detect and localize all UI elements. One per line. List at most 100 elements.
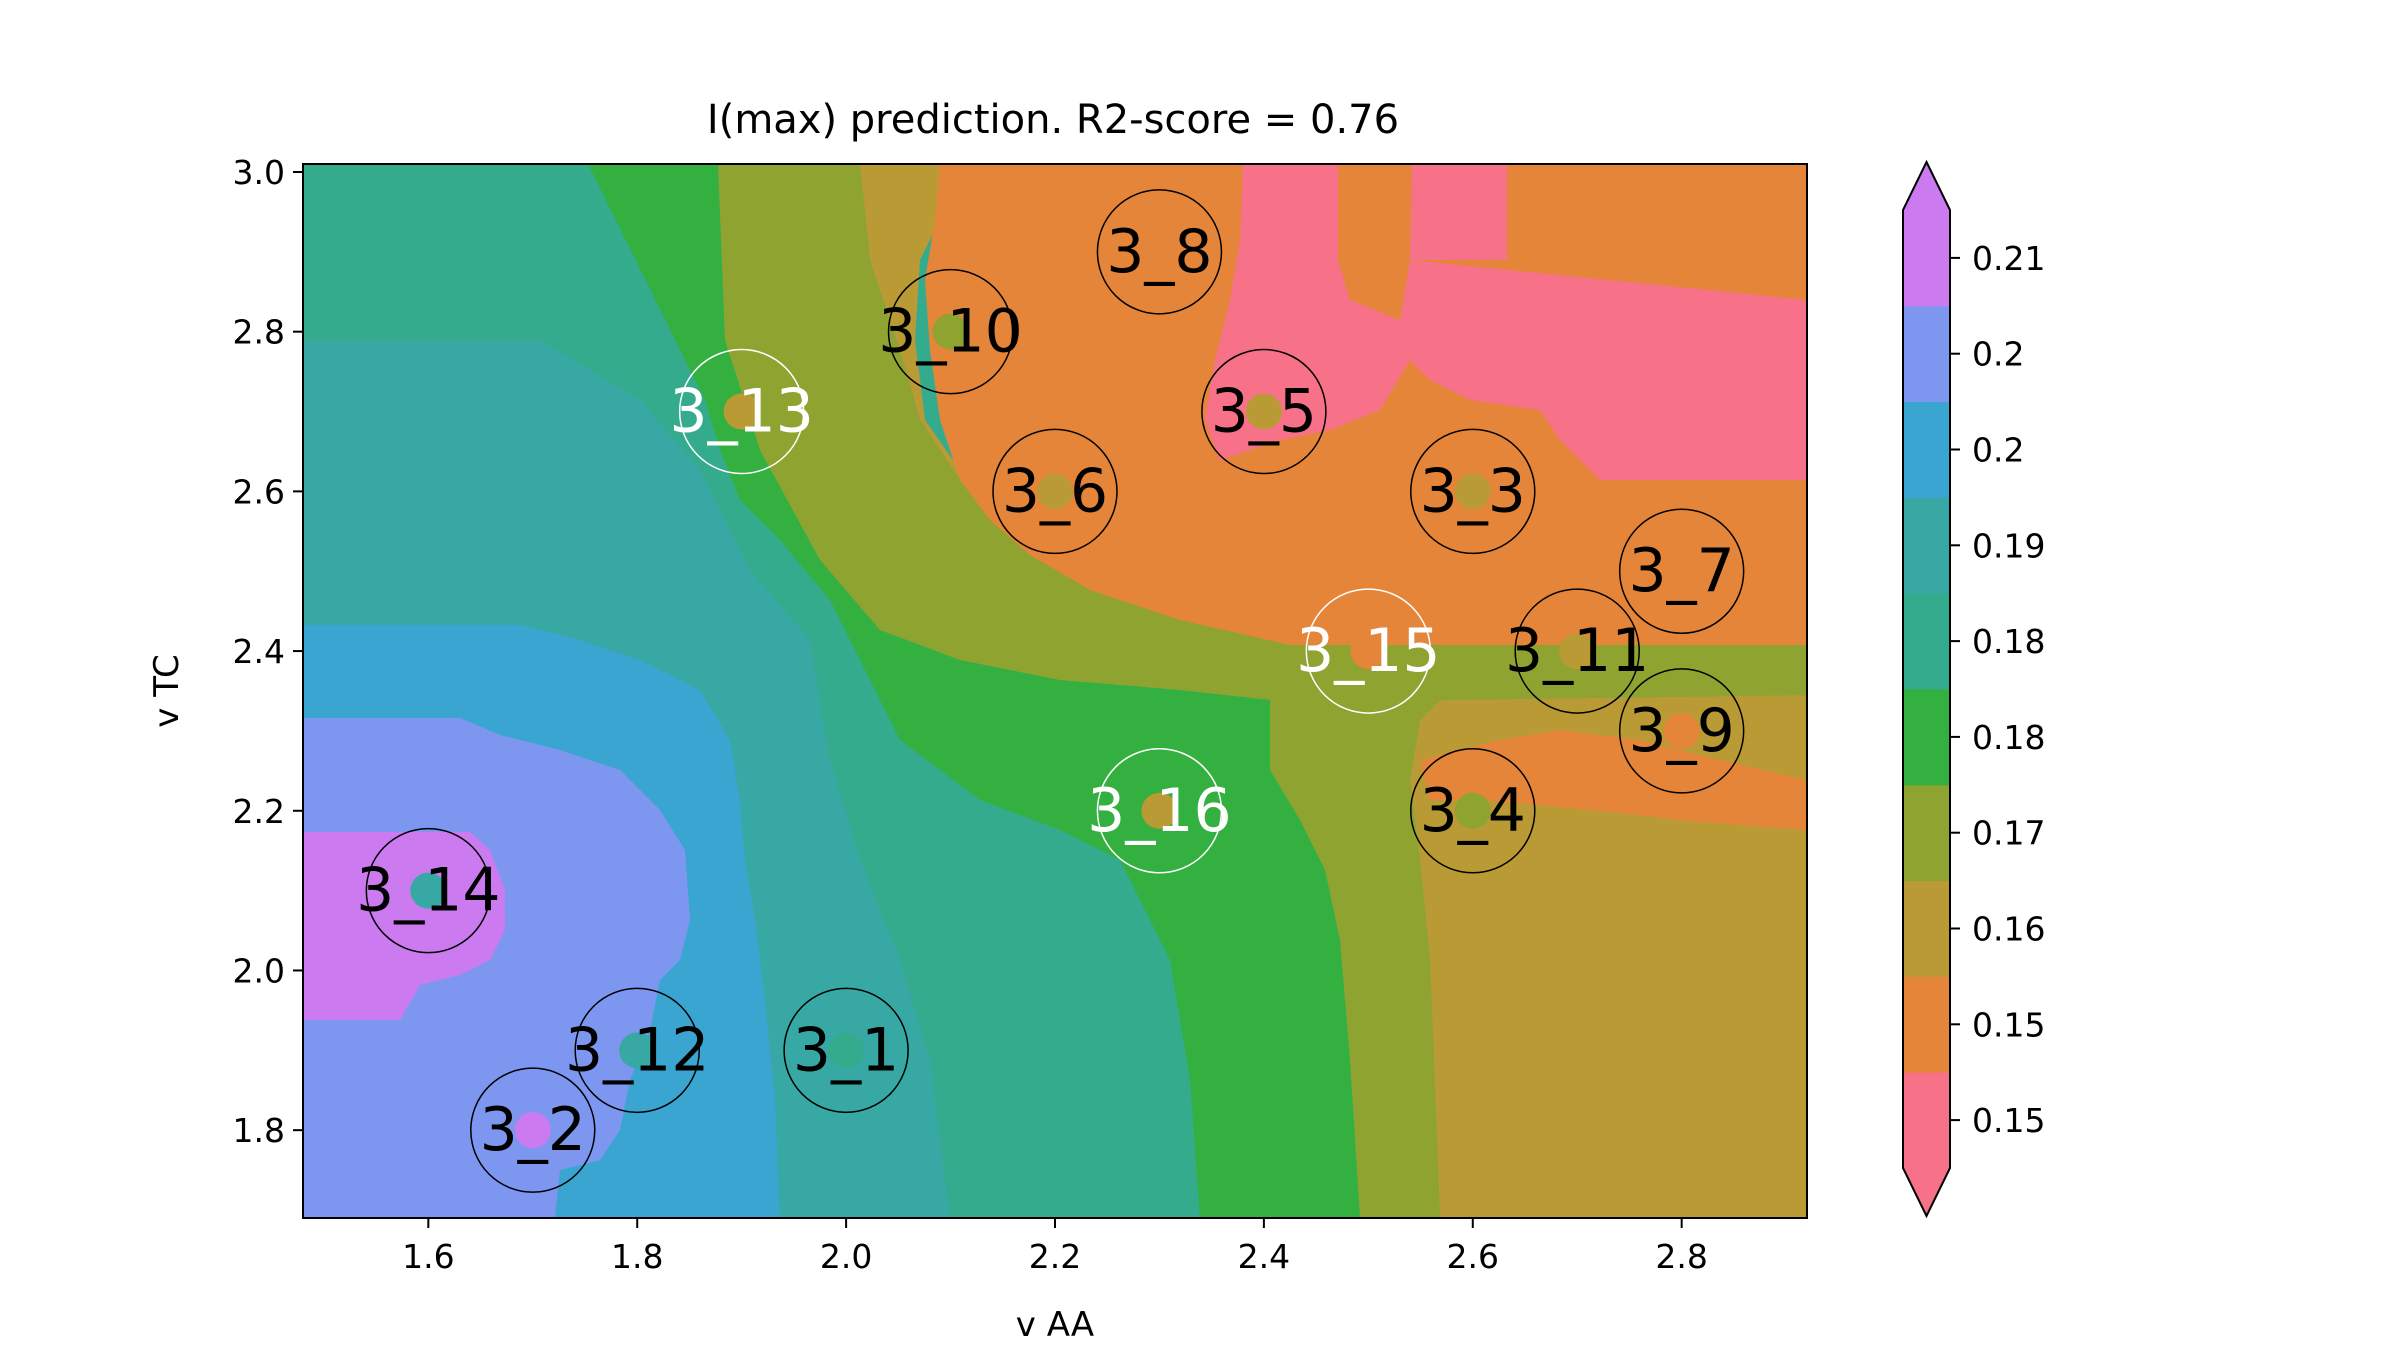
sample-point-label: 3_9	[1628, 696, 1734, 766]
sample-point	[1559, 633, 1596, 670]
x-axis-label: v AA	[1016, 1305, 1094, 1345]
y-tick-label: 2.2	[233, 792, 285, 831]
sample-point-label: 3_11	[1505, 616, 1650, 686]
y-axis-label: v TC	[147, 654, 187, 727]
chart-title: I(max) prediction. R2-score = 0.76	[707, 97, 1399, 143]
sample-point-ring	[365, 827, 492, 954]
sample-point	[1454, 792, 1491, 829]
sample-point-label: 3_3	[1420, 456, 1526, 526]
region-pink-right-2	[1400, 260, 1807, 480]
sample-point-ring	[574, 987, 700, 1114]
heatmap-area: 3_1 3_2 3_3 3_4 3_5 3_6 3_7 3_8 3_9 3_10 3_11 3_12 3…	[303, 164, 1807, 1218]
sample-point	[932, 313, 969, 350]
region-orange-right	[1420, 730, 1807, 830]
sample-point-label: 3_16	[1087, 776, 1232, 846]
sample-point-ring	[1618, 668, 1745, 794]
colorbar-segment	[1903, 401, 1950, 498]
sample-point	[1454, 473, 1491, 510]
sample-point-ring	[1618, 508, 1745, 634]
sample-point-label: 3_6	[1002, 456, 1108, 526]
sample-point-ring	[887, 268, 1014, 395]
colorbar-tick-label: 0.15	[1972, 1005, 2045, 1044]
y-tick-label: 2.8	[233, 313, 285, 352]
region-olive	[718, 164, 1807, 1218]
x-tick-label: 1.6	[402, 1237, 454, 1276]
sample-point-label: 3_2	[480, 1095, 586, 1165]
y-tick-label: 3.0	[233, 153, 285, 192]
sample-point-ring	[1410, 428, 1536, 555]
colorbar-segment	[1903, 305, 1950, 403]
x-ticks: 1.6 1.8 2.0 2.2 2.4 2.6 2.8	[402, 1218, 1708, 1276]
region-pink-right	[1410, 164, 1507, 260]
y-tick-label: 2.0	[233, 951, 285, 990]
sample-point-label: 3_5	[1211, 377, 1317, 447]
y-tick-label: 2.4	[233, 632, 285, 671]
colorbar-tick-label: 0.2	[1972, 335, 2024, 374]
sample-point-ring	[678, 348, 805, 475]
colorbar-tick-label: 0.2	[1972, 431, 2024, 470]
sample-point-ring	[1514, 588, 1640, 714]
colorbar-segment	[1903, 689, 1950, 786]
sample-point-label: 3_15	[1296, 616, 1441, 686]
sample-point-ring	[783, 987, 909, 1114]
sample-point	[1141, 792, 1178, 829]
x-tick-label: 1.8	[611, 1237, 663, 1276]
y-tick-label: 1.8	[233, 1111, 285, 1150]
region-tan	[860, 164, 1807, 1218]
sample-point	[723, 393, 760, 430]
colorbar-outline	[1902, 159, 1951, 1219]
sample-point-label: 3_14	[356, 856, 501, 926]
colorbar-extend-min	[1903, 1168, 1950, 1216]
sample-point-label: 3_4	[1420, 776, 1526, 846]
y-tick-label: 2.6	[233, 472, 285, 511]
sample-point-label: 3_7	[1628, 536, 1734, 606]
colorbar-segment	[1903, 593, 1950, 690]
sample-point-ring	[1096, 189, 1223, 315]
colorbar-tick-label: 0.18	[1972, 622, 2045, 661]
sample-point-ring	[470, 1067, 596, 1193]
colorbar-segment	[1903, 210, 1950, 307]
x-tick-label: 2.2	[1029, 1237, 1081, 1276]
region-violet	[303, 832, 505, 1020]
sample-point-label: 3_10	[878, 297, 1023, 367]
x-tick-label: 2.6	[1447, 1237, 1499, 1276]
sample-point-label: 3_12	[565, 1015, 710, 1085]
colorbar-tick-label: 0.18	[1972, 718, 2045, 757]
sample-point-ring	[1410, 748, 1536, 874]
colorbar-tick-label: 0.21	[1972, 239, 2045, 278]
colorbar-segment	[1903, 976, 1950, 1073]
colorbar-tick-label: 0.17	[1972, 814, 2045, 853]
sample-point	[1663, 712, 1700, 749]
sample-point	[1245, 393, 1282, 430]
sample-point-ring	[1305, 588, 1432, 714]
colorbar-tick-label: 0.16	[1972, 910, 2045, 949]
x-tick-label: 2.4	[1238, 1237, 1290, 1276]
sample-point	[514, 1112, 551, 1149]
sample-point	[1350, 633, 1387, 670]
sample-point	[1141, 233, 1178, 270]
sample-point-ring	[1201, 348, 1327, 475]
sample-point-label: 3_1	[793, 1015, 899, 1085]
colorbar-extend-max	[1903, 162, 1950, 210]
x-tick-label: 2.8	[1655, 1237, 1707, 1276]
points-layer: 3_1 3_2 3_3 3_4 3_5 3_6 3_7 3_8 3_9 3_10 3_11 3_12 3…	[356, 189, 1745, 1193]
colorbar-segment	[1903, 784, 1950, 882]
colorbar-tick-label: 0.19	[1972, 526, 2045, 565]
sample-point	[1037, 473, 1073, 510]
region-green	[588, 164, 1360, 1218]
region-pink-center	[1205, 164, 1410, 460]
sample-point	[410, 872, 447, 909]
sample-point	[1663, 553, 1700, 590]
x-tick-label: 2.0	[820, 1237, 872, 1276]
sample-point-ring	[992, 428, 1118, 555]
colorbar-tick-label: 0.15	[1972, 1101, 2045, 1140]
sample-point-label: 3_8	[1106, 217, 1212, 287]
sample-point-ring	[1096, 748, 1223, 874]
sample-point	[828, 1032, 865, 1069]
y-ticks: 1.8 2.0 2.2 2.4 2.6 2.8 3.0	[233, 153, 303, 1150]
colorbar-segment	[1903, 880, 1950, 977]
colorbar: 0.15 0.15 0.16 0.17 0.18 0.18 0.19 0.2 0.2 0.21	[1902, 159, 2045, 1219]
sample-point-label: 3_13	[669, 377, 814, 447]
colorbar-segment	[1903, 497, 1950, 594]
